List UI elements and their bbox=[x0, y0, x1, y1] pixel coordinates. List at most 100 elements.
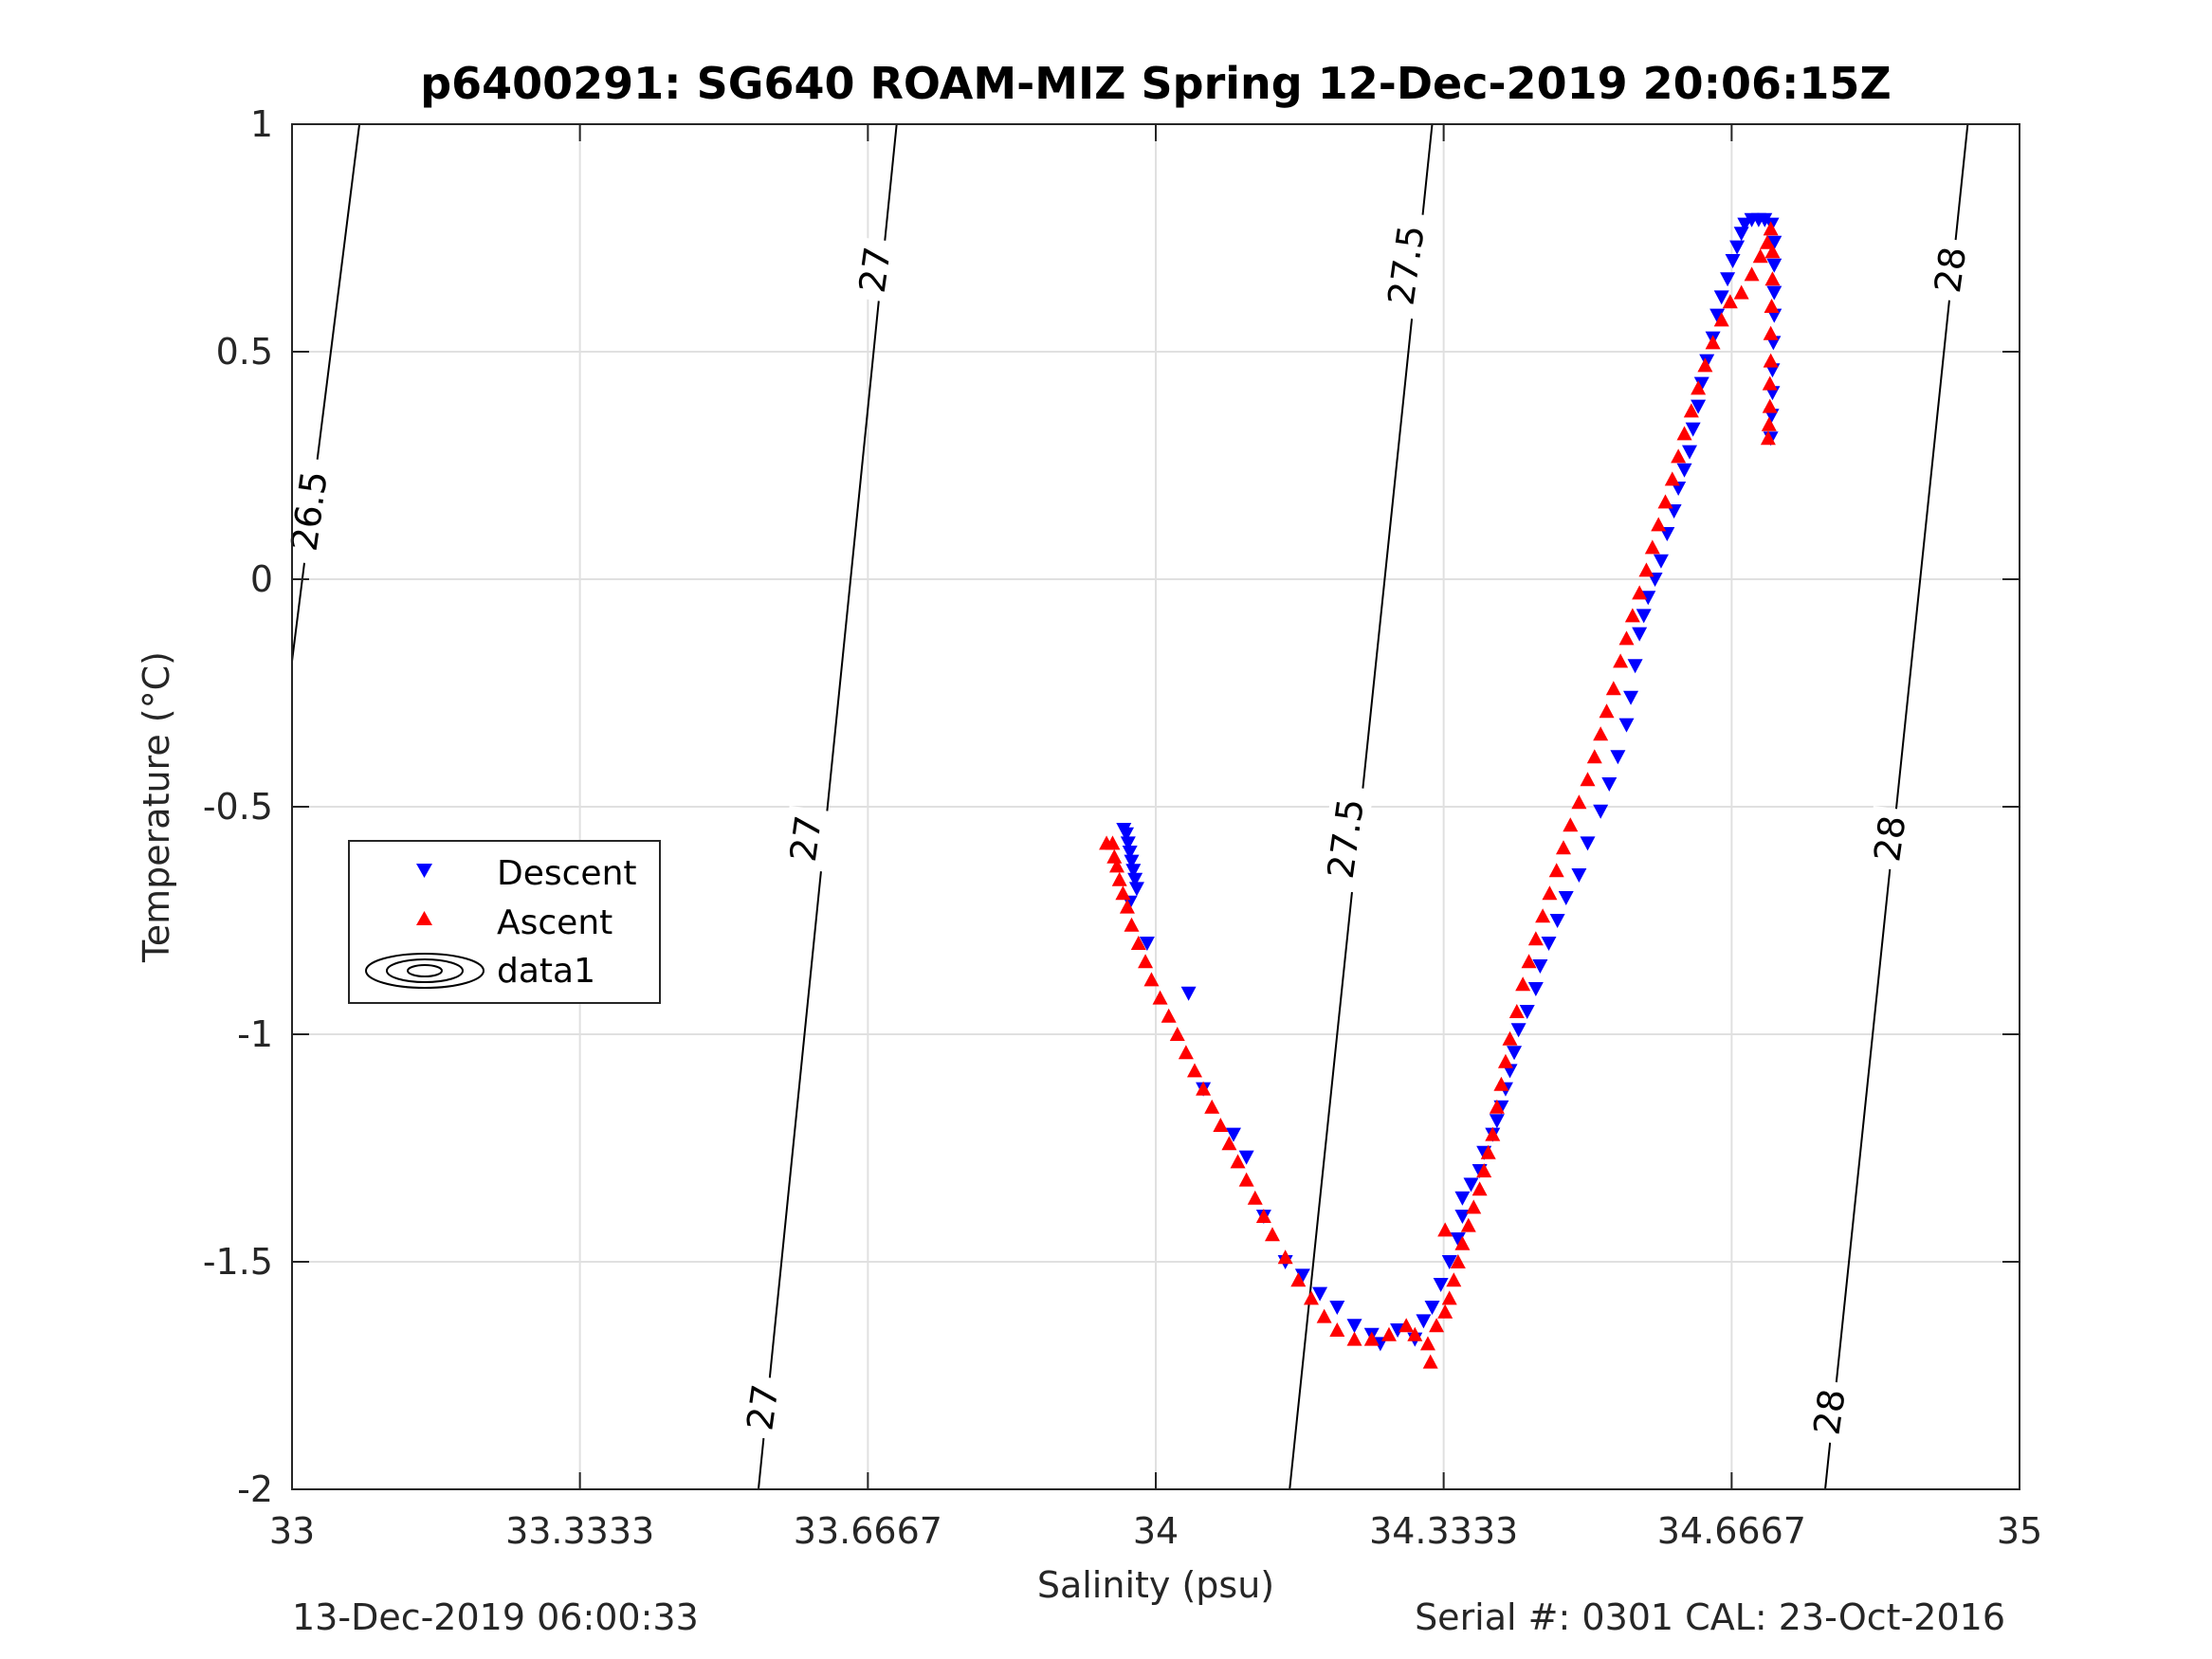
descent-point bbox=[1463, 1177, 1479, 1193]
ascent-point bbox=[1485, 1126, 1501, 1141]
descent-point bbox=[1416, 1314, 1432, 1329]
ascent-point bbox=[1580, 772, 1596, 787]
ascent-point bbox=[1571, 794, 1587, 810]
descent-point bbox=[1441, 1255, 1457, 1269]
descent-point bbox=[1601, 777, 1618, 792]
contour-label: 28 bbox=[1927, 245, 1974, 296]
ascent-point bbox=[1303, 1290, 1319, 1305]
ascent-point bbox=[1733, 284, 1749, 300]
ascent-point bbox=[1752, 248, 1768, 264]
ascent-point bbox=[1454, 1235, 1471, 1250]
x-tick-label: 34.6667 bbox=[1657, 1510, 1806, 1552]
x-tick-label: 35 bbox=[1997, 1510, 2042, 1552]
ascent-point bbox=[1644, 539, 1660, 555]
chart-title: p6400291: SG640 ROAM-MIZ Spring 12-Dec-2… bbox=[420, 58, 1892, 109]
descent-point bbox=[1766, 258, 1782, 273]
ascent-point bbox=[1238, 1172, 1254, 1187]
descent-point bbox=[1510, 1023, 1526, 1038]
x-tick-label: 33.3333 bbox=[505, 1510, 654, 1552]
ascent-point bbox=[1437, 1222, 1453, 1237]
descent-point bbox=[1636, 609, 1652, 624]
descent-point bbox=[1507, 1046, 1523, 1061]
descent-point bbox=[1433, 1278, 1449, 1292]
x-axis-ticks: 33 33.3333 33.6667 34 34.3333 34.6667 35 bbox=[269, 124, 2042, 1552]
ascent-point bbox=[1429, 1318, 1445, 1333]
legend: Descent Ascent data1 bbox=[348, 840, 661, 1004]
ascent-point bbox=[1638, 562, 1654, 577]
descent-point bbox=[1128, 882, 1144, 897]
descent-point bbox=[1766, 235, 1782, 250]
contour-label-backdrop bbox=[1378, 210, 1435, 320]
ascent-point bbox=[1109, 858, 1125, 873]
y-tick-label: 1 bbox=[250, 103, 273, 145]
descent-point bbox=[1653, 554, 1669, 569]
x-axis-label: Salinity (psu) bbox=[1037, 1564, 1274, 1606]
descent-point bbox=[1691, 399, 1707, 414]
ascent-point bbox=[1476, 1163, 1492, 1177]
ascent-point bbox=[1329, 1322, 1345, 1337]
descent-point bbox=[1312, 1286, 1328, 1302]
ascent-point bbox=[1178, 1045, 1194, 1060]
ascent-point bbox=[1605, 681, 1621, 696]
contour-label-backdrop bbox=[850, 236, 901, 303]
descent-point bbox=[1450, 1232, 1466, 1247]
ascent-point bbox=[1548, 863, 1564, 878]
ascent-point bbox=[1460, 1217, 1476, 1232]
ascent-point bbox=[1508, 1004, 1525, 1018]
ascent-point bbox=[1138, 954, 1154, 969]
descent-point bbox=[1424, 1301, 1440, 1315]
ascent-point bbox=[1764, 271, 1781, 286]
contour-label-backdrop bbox=[1317, 784, 1374, 894]
y-axis-ticks: -2 -1.5 -1 -0.5 0 0.5 1 bbox=[203, 103, 2020, 1510]
ascent-point bbox=[1705, 335, 1721, 350]
ascent-point bbox=[1380, 1326, 1397, 1341]
ascent-point bbox=[1676, 426, 1692, 441]
ascent-point bbox=[1744, 266, 1760, 282]
descent-point bbox=[1519, 1005, 1535, 1019]
ascent-point bbox=[1697, 357, 1713, 373]
ascent-point bbox=[1437, 1304, 1453, 1319]
descent-point bbox=[1346, 1319, 1362, 1334]
y-tick-label: -0.5 bbox=[203, 786, 273, 828]
y-tick-label: -1.5 bbox=[203, 1241, 273, 1283]
ascent-point bbox=[1760, 430, 1776, 446]
ascent-point bbox=[1247, 1190, 1263, 1205]
ascent-point bbox=[1502, 1030, 1518, 1046]
descent-point bbox=[1720, 272, 1736, 287]
descent-point bbox=[1527, 982, 1544, 996]
descent-point bbox=[1489, 1114, 1505, 1129]
ascent-point bbox=[1130, 936, 1146, 950]
ascent-point bbox=[1124, 917, 1140, 932]
ascent-point bbox=[1472, 1181, 1488, 1196]
ascent-point bbox=[1651, 517, 1667, 532]
contour-label-backdrop bbox=[1865, 805, 1915, 872]
ascent-point bbox=[1119, 899, 1135, 914]
contour-label: 27 bbox=[782, 813, 830, 865]
contour-label: 28 bbox=[1866, 813, 1913, 865]
ascent-point bbox=[1111, 871, 1127, 886]
ascent-point bbox=[1691, 380, 1707, 395]
x-tick-label: 34 bbox=[1133, 1510, 1179, 1552]
ascent-point bbox=[1161, 1008, 1177, 1023]
ascent-point bbox=[1398, 1318, 1415, 1333]
descent-point bbox=[1122, 846, 1138, 860]
y-tick-label: -2 bbox=[237, 1468, 273, 1510]
descent-point bbox=[1766, 285, 1782, 301]
ascent-point bbox=[1542, 885, 1558, 901]
ascent-point bbox=[1466, 1199, 1482, 1214]
y-tick-label: 0.5 bbox=[216, 331, 273, 373]
isopycnal-line bbox=[1824, 123, 1969, 1490]
y-axis-label: Temperature (°C) bbox=[136, 651, 177, 963]
ascent-point bbox=[1290, 1272, 1307, 1287]
descent-point bbox=[1623, 690, 1639, 705]
ascent-point bbox=[1632, 585, 1648, 600]
ascent-point bbox=[1363, 1331, 1380, 1346]
ascent-point bbox=[1599, 703, 1615, 719]
legend-data1-label: data1 bbox=[497, 952, 595, 991]
ascent-point bbox=[1316, 1308, 1332, 1323]
x-tick-label: 33 bbox=[269, 1510, 315, 1552]
ascent-point bbox=[1105, 835, 1121, 850]
legend-ascent-marker bbox=[416, 911, 432, 925]
